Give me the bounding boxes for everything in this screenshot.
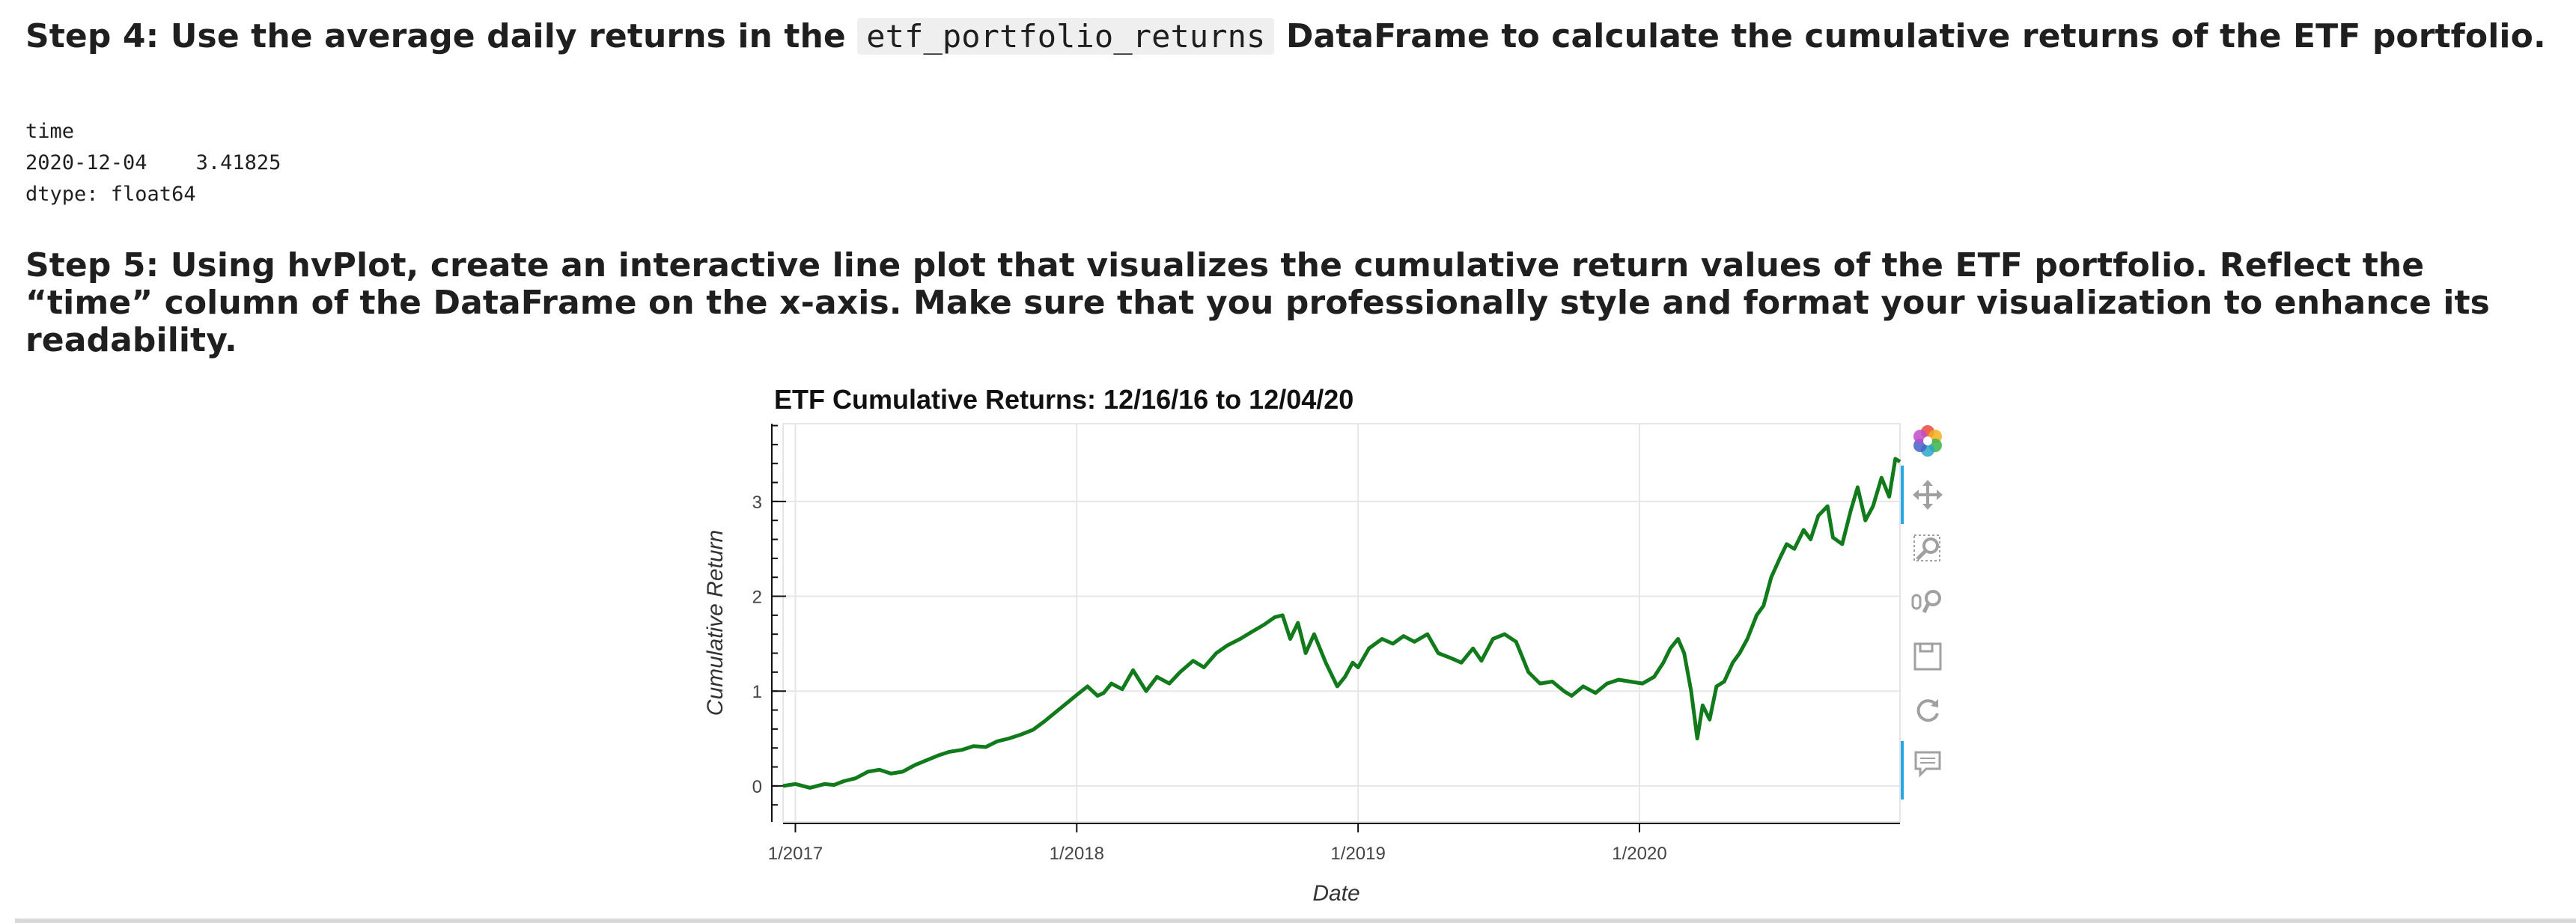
plot-toolbar xyxy=(1901,419,1950,808)
cell-bottom-border xyxy=(15,919,2576,923)
toolbar-active-marker-hover xyxy=(1901,741,1904,799)
y-tick-label: 2 xyxy=(752,588,762,608)
pan-icon[interactable] xyxy=(1905,473,1950,517)
x-axis-label: Date xyxy=(1312,881,1359,906)
y-axis: 0 1 2 3 xyxy=(752,424,786,822)
series-layer xyxy=(782,457,1901,790)
series-line[interactable] xyxy=(782,457,1901,790)
save-icon[interactable] xyxy=(1905,635,1950,678)
box-zoom-icon[interactable] xyxy=(1905,527,1950,570)
bokeh-logo-icon[interactable] xyxy=(1905,419,1950,463)
toolbar-active-marker-pan xyxy=(1901,466,1904,524)
inline-code-dataframe-name: etf_portfolio_returns xyxy=(857,18,1275,55)
x-tick-label: 1/2018 xyxy=(1050,844,1104,864)
step-4-heading: Step 4: Use the average daily returns in… xyxy=(25,18,2563,55)
output-line-value: 2020-12-04 3.41825 xyxy=(25,151,281,174)
output-line-index-name: time xyxy=(25,120,75,143)
hover-icon[interactable] xyxy=(1905,743,1950,786)
step-4-text-after: DataFrame to calculate the cumulative re… xyxy=(1274,17,2546,55)
wheel-zoom-icon[interactable] xyxy=(1905,581,1950,624)
x-tick-label: 1/2019 xyxy=(1330,844,1385,864)
plot-frame xyxy=(782,423,1901,823)
step-4-text-before: Step 4: Use the average daily returns in… xyxy=(25,17,858,55)
y-tick-label: 1 xyxy=(752,682,762,702)
reset-icon[interactable] xyxy=(1905,689,1950,732)
output-line-dtype: dtype: float64 xyxy=(25,183,196,206)
step-5-heading: Step 5: Using hvPlot, create an interact… xyxy=(25,246,2490,359)
y-tick-label: 0 xyxy=(752,777,762,797)
chart-title: ETF Cumulative Returns: 12/16/16 to 12/0… xyxy=(774,384,1354,415)
chart-grid xyxy=(783,424,1900,822)
x-tick-label: 1/2017 xyxy=(768,844,823,864)
x-tick-label: 1/2020 xyxy=(1612,844,1666,864)
y-tick-label: 3 xyxy=(752,493,762,513)
x-axis: 1/2017 1/2018 1/2019 1/2020 xyxy=(768,823,1900,864)
y-axis-label: Cumulative Return xyxy=(703,530,728,716)
